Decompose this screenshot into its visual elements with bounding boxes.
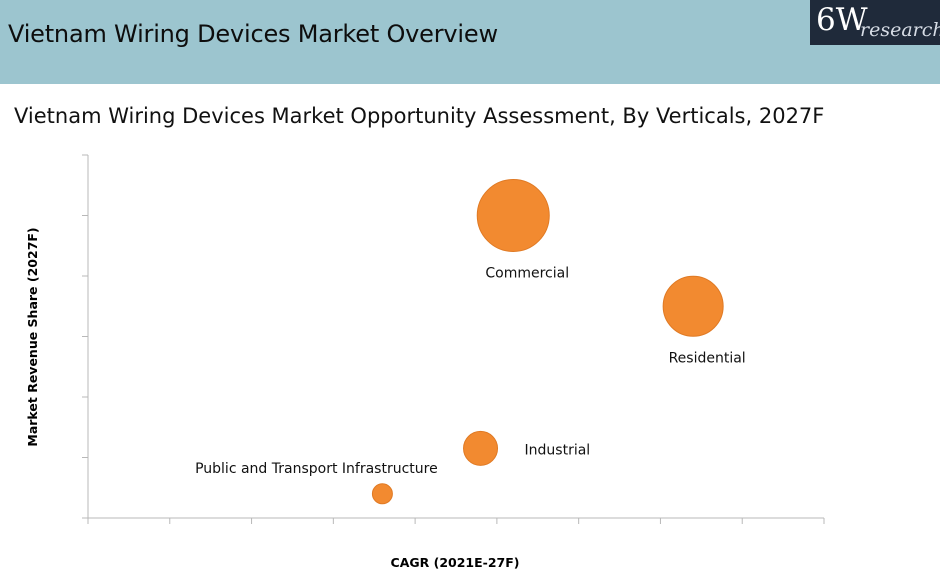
bubble-commercial [476, 179, 550, 252]
bubble-label: Public and Transport Infrastructure [195, 461, 438, 477]
logo-sub-text: research [860, 19, 940, 41]
bubble-label: Industrial [525, 442, 591, 458]
header-bar: Vietnam Wiring Devices Market Overview 6… [0, 0, 940, 84]
chart-bubbles [371, 179, 724, 505]
chart-axes [82, 154, 825, 524]
y-axis-label: Market Revenue Share (2027F) [25, 227, 40, 446]
chart-title: Vietnam Wiring Devices Market Opportunit… [14, 104, 825, 128]
page-title: Vietnam Wiring Devices Market Overview [8, 20, 498, 48]
bubble-label: Residential [669, 350, 746, 366]
bubble-residential [662, 275, 724, 337]
bubble-industrial [463, 430, 499, 466]
brand-logo: 6W research [810, 0, 940, 45]
chart-bubble-labels: Commercial Residential Industrial Public an… [195, 266, 746, 477]
logo-main-text: 6W [816, 2, 868, 38]
x-axis-label: CAGR (2021E-27F) [391, 555, 520, 570]
bubble-label: Commercial [485, 266, 569, 282]
bubble-public-and-transport-infrastructure [371, 483, 393, 505]
